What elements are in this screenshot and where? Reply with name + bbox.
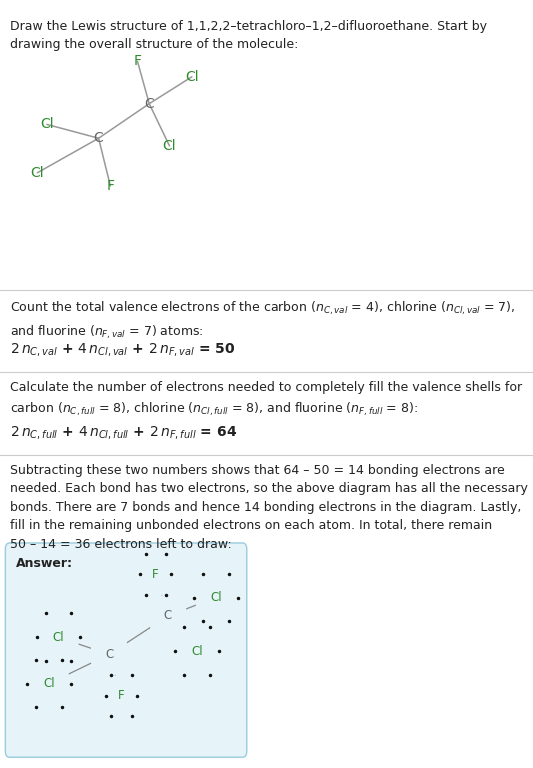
Text: Cl: Cl xyxy=(185,70,199,84)
Text: F: F xyxy=(118,690,125,702)
Text: C: C xyxy=(94,131,103,145)
Text: Cl: Cl xyxy=(210,591,222,604)
Text: F: F xyxy=(152,568,159,581)
Text: Cl: Cl xyxy=(191,645,203,657)
Text: $2\,n_{C,full}$ + $4\,n_{Cl,full}$ + $2\,n_{F,full}$ = 64: $2\,n_{C,full}$ + $4\,n_{Cl,full}$ + $2\… xyxy=(10,424,237,441)
Text: Cl: Cl xyxy=(53,631,64,644)
Text: Cl: Cl xyxy=(30,166,44,180)
Text: C: C xyxy=(144,97,154,111)
Text: Answer:: Answer: xyxy=(16,557,73,570)
Text: Cl: Cl xyxy=(43,677,55,690)
Text: C: C xyxy=(105,648,114,660)
Text: Count the total valence electrons of the carbon ($n_{C,val}$ = 4), chlorine ($n_: Count the total valence electrons of the… xyxy=(10,300,515,341)
Text: F: F xyxy=(133,55,142,68)
Text: Calculate the number of electrons needed to completely fill the valence shells f: Calculate the number of electrons needed… xyxy=(10,381,522,418)
Text: Subtracting these two numbers shows that 64 – 50 = 14 bonding electrons are
need: Subtracting these two numbers shows that… xyxy=(10,464,528,551)
Text: C: C xyxy=(164,610,172,622)
Text: $2\,n_{C,val}$ + $4\,n_{Cl,val}$ + $2\,n_{F,val}$ = 50: $2\,n_{C,val}$ + $4\,n_{Cl,val}$ + $2\,n… xyxy=(10,341,235,358)
Text: Cl: Cl xyxy=(163,139,176,153)
Text: Cl: Cl xyxy=(40,118,54,131)
Text: Draw the Lewis structure of 1,1,2,2–tetrachloro–1,2–difluoroethane. Start by
dra: Draw the Lewis structure of 1,1,2,2–tetr… xyxy=(10,20,487,51)
Text: F: F xyxy=(106,179,115,193)
FancyBboxPatch shape xyxy=(5,543,247,757)
